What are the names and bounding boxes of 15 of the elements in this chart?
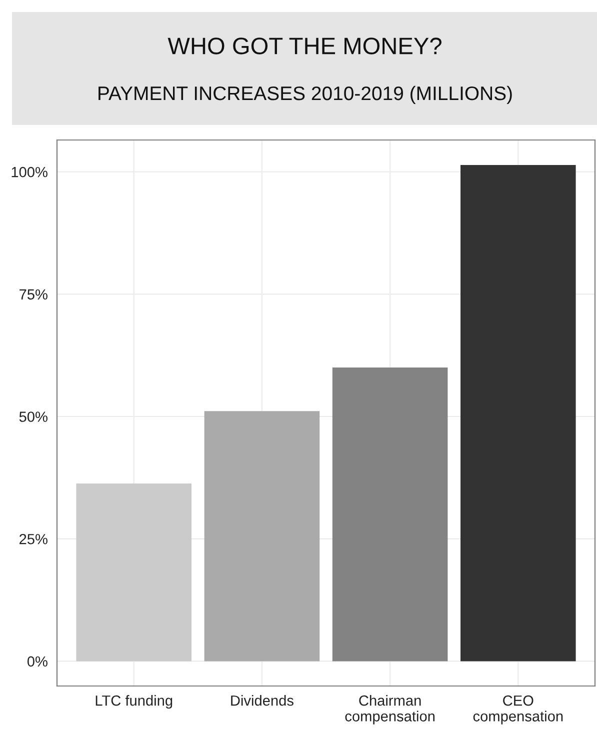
x-tick-label: LTC funding — [96, 695, 172, 709]
y-tick-label: 100% — [12, 166, 48, 178]
chart-title: WHO GOT THE MONEY? — [168, 38, 442, 54]
y-tick-label: 75% — [20, 289, 48, 300]
y-tick-label: 50% — [19, 412, 48, 422]
x-tick-label: Dividends — [231, 695, 294, 706]
bar — [332, 368, 448, 662]
x-tick-label: CEO compensation — [473, 695, 563, 724]
chart-subtitle: PAYMENT INCREASES 2010-2019 (MILLIONS) — [98, 86, 512, 104]
bar — [76, 484, 192, 662]
bar — [204, 411, 320, 662]
y-tick-label: 25% — [20, 534, 48, 544]
y-tick-label: 0% — [27, 656, 48, 667]
bar — [460, 164, 576, 662]
x-tick-label: Chairman compensation — [345, 695, 435, 724]
